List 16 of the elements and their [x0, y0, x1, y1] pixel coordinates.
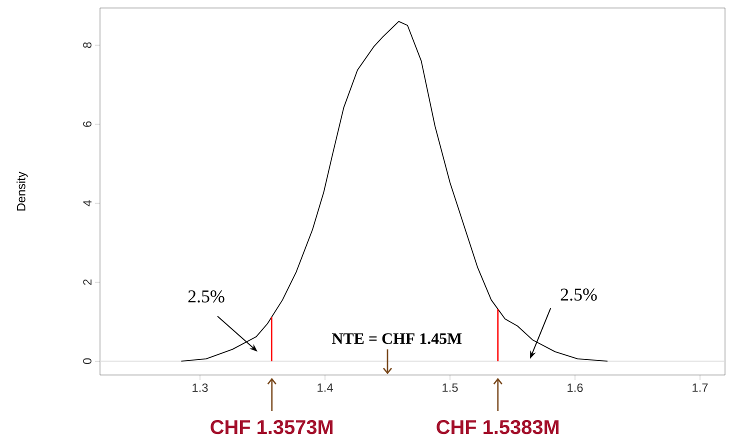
- annotation: 2.5%: [188, 290, 224, 303]
- y-tick-label: 8: [83, 42, 92, 48]
- x-tick-label: 1.4: [318, 384, 333, 392]
- x-tick-label: 1.3: [192, 384, 208, 392]
- y-tick-label: 2: [83, 279, 92, 285]
- y-tick-label: 6: [83, 121, 92, 127]
- x-tick-label: 1.7: [692, 384, 708, 392]
- annotation: NTE = CHF 1.45M: [332, 333, 462, 344]
- annotation: 2.5%: [560, 288, 597, 301]
- y-tick-label: 4: [83, 200, 92, 206]
- x-tick-label: 1.6: [568, 384, 583, 392]
- x-tick-label: 1.5: [442, 384, 458, 392]
- text: CHF 1.5383M: [436, 420, 559, 434]
- y-axis-title: Density: [16, 172, 28, 210]
- y-tick-label: 0: [83, 358, 92, 364]
- text: CHF 1.3573M: [210, 420, 333, 434]
